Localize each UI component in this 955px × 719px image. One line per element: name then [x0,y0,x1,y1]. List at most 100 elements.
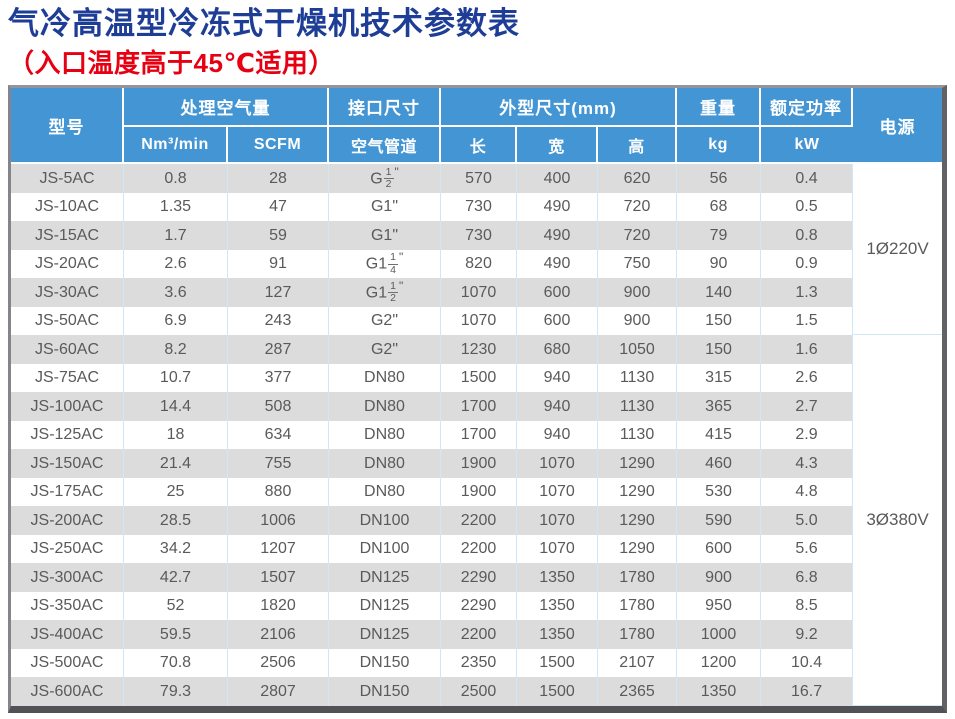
cell-height: 2365 [598,677,678,706]
cell-height: 1130 [598,420,678,450]
cell-pipe-size: DN100 [329,534,441,564]
cell-flow-scfm: 880 [228,477,329,507]
cell-length: 1700 [441,392,517,421]
spec-table: 型号 处理空气量 接口尺寸 外型尺寸(mm) 重量 额定功率 电源 Nm³/mi… [11,88,943,706]
cell-flow-nm3: 1.7 [124,221,228,250]
cell-width: 1350 [517,620,598,649]
cell-flow-nm3: 42.7 [124,563,228,592]
cell-flow-scfm: 28 [228,164,329,193]
cell-flow-nm3: 52 [124,591,228,621]
cell-power-kw: 2.9 [761,420,854,450]
cell-height: 1290 [598,506,678,535]
cell-weight: 600 [677,534,762,564]
cell-height: 720 [598,221,678,250]
cell-model: JS-600AC [11,677,124,706]
cell-length: 1900 [441,449,517,478]
header-unit-nm3: Nm³/min [124,127,228,165]
cell-pipe-size: DN125 [329,591,441,621]
inch-mark: " [394,164,399,179]
cell-height: 1130 [598,363,678,393]
cell-weight: 365 [677,392,762,421]
cell-flow-nm3: 28.5 [124,506,228,535]
cell-model: JS-500AC [11,648,124,678]
cell-width: 1500 [517,677,598,706]
cell-flow-nm3: 10.7 [124,363,228,393]
cell-width: 490 [517,192,598,222]
cell-flow-nm3: 0.8 [124,164,228,193]
cell-weight: 315 [677,363,762,393]
cell-model: JS-200AC [11,506,124,535]
cell-flow-scfm: 1820 [228,591,329,621]
table-row: JS-600AC 79.3 2807 DN150 2500 1500 2365 1350 16.… [11,677,942,706]
cell-flow-scfm: 1006 [228,506,329,535]
cell-power-kw: 8.5 [761,591,854,621]
cell-weight: 56 [677,164,762,193]
cell-width: 600 [517,306,598,336]
header-air-volume: 处理空气量 [124,88,329,128]
cell-weight: 68 [677,192,762,222]
cell-length: 2500 [441,677,517,706]
cell-length: 730 [441,192,517,222]
header-unit-kg: kg [677,127,762,165]
cell-flow-scfm: 508 [228,392,329,421]
cell-length: 1900 [441,477,517,507]
cell-weight: 590 [677,506,762,535]
header-length: 长 [441,127,517,165]
cell-height: 1130 [598,392,678,421]
cell-model: JS-30AC [11,278,124,307]
cell-flow-nm3: 25 [124,477,228,507]
table-row: JS-175AC 25 880 DN80 1900 1070 1290 530 4.8 [11,477,942,507]
cell-width: 1070 [517,449,598,478]
cell-model: JS-125AC [11,420,124,450]
cell-width: 940 [517,392,598,421]
cell-length: 2290 [441,563,517,592]
cell-height: 1050 [598,335,678,364]
header-air-pipe: 空气管道 [329,127,441,165]
cell-model: JS-10AC [11,192,124,222]
cell-flow-scfm: 1207 [228,534,329,564]
cell-width: 490 [517,221,598,250]
cell-width: 1070 [517,506,598,535]
table-row: JS-400AC 59.5 2106 DN125 2200 1350 1780 1000 9.2 [11,620,942,649]
cell-pipe-size: G1 1 4 " [329,249,441,279]
table-row: JS-50AC 6.9 243 G2" 1070 600 900 150 1.5 [11,306,942,336]
table-row: JS-350AC 52 1820 DN125 2290 1350 1780 950 8.5 [11,591,942,621]
cell-power-kw: 1.6 [761,335,854,364]
header-width: 宽 [517,127,598,165]
cell-power-kw: 9.2 [761,620,854,649]
cell-model: JS-50AC [11,306,124,336]
table-row: JS-60AC 8.2 287 G2" 1230 680 1050 150 1.6 3Ø380V [11,335,943,706]
cell-model: JS-175AC [11,477,124,507]
cell-weight: 460 [677,449,762,478]
cell-pipe-size: DN80 [329,392,441,421]
header-model: 型号 [11,88,124,165]
cell-power-kw: 1.5 [761,306,854,336]
cell-weight: 1350 [677,677,762,706]
table-row: JS-5AC 0.8 28 G 1 2 " 570 400 620 56 0.4 1Ø220V [11,164,943,336]
cell-power-kw: 16.7 [761,677,854,706]
cell-flow-scfm: 1507 [228,563,329,592]
cell-power-kw: 0.4 [761,164,854,193]
cell-height: 1290 [598,477,678,507]
cell-width: 1070 [517,477,598,507]
table-row: JS-100AC 14.4 508 DN80 1700 940 1130 365 2.7 [11,392,942,421]
header-row-groups: 型号 处理空气量 接口尺寸 外型尺寸(mm) 重量 额定功率 电源 [11,88,943,165]
cell-pipe-size: DN125 [329,563,441,592]
header-port-size: 接口尺寸 [329,88,441,128]
cell-height: 750 [598,249,678,279]
table-row: JS-125AC 18 634 DN80 1700 940 1130 415 2.9 [11,420,942,450]
cell-weight: 1000 [677,620,762,649]
cell-height: 1290 [598,449,678,478]
cell-width: 1350 [517,563,598,592]
cell-weight: 950 [677,591,762,621]
cell-power-kw: 5.0 [761,506,854,535]
table-row: JS-75AC 10.7 377 DN80 1500 940 1130 315 2.6 [11,363,942,393]
cell-weight: 79 [677,221,762,250]
cell-length: 2200 [441,534,517,564]
cell-power-kw: 0.8 [761,221,854,250]
cell-flow-nm3: 18 [124,420,228,450]
cell-flow-scfm: 59 [228,221,329,250]
table-row: JS-300AC 42.7 1507 DN125 2290 1350 1780 900 6.8 [11,563,942,592]
page-title: 气冷高温型冷冻式干燥机技术参数表 [8,6,520,41]
